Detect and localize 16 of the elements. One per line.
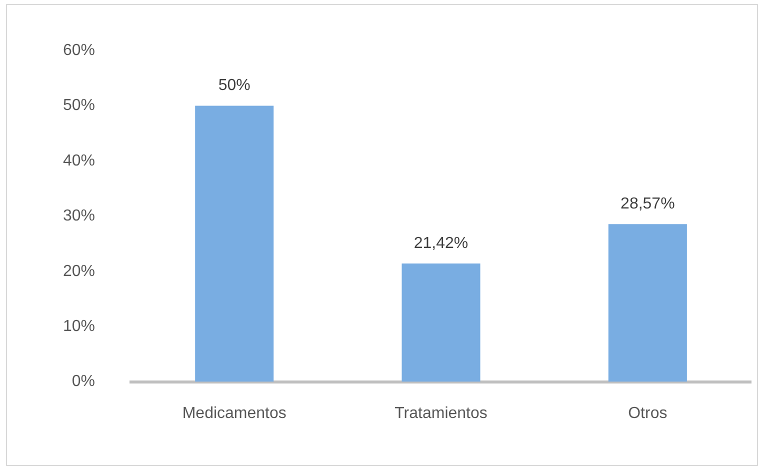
- y-tick-label: 20%: [62, 262, 96, 280]
- y-tick-label: 60%: [62, 42, 96, 60]
- data-label: 28,57%: [620, 196, 675, 212]
- bar: [402, 264, 480, 382]
- x-tick-label: Tratamientos: [394, 404, 488, 422]
- x-tick-label: Medicamentos: [182, 404, 286, 422]
- data-label: 21,42%: [414, 234, 468, 252]
- y-tick-label: 50%: [62, 97, 96, 114]
- y-tick-label: 40%: [62, 152, 96, 170]
- y-tick-label: 30%: [62, 208, 96, 225]
- x-tick-label: Otros: [628, 404, 668, 422]
- bar: [195, 106, 274, 382]
- y-tick-label: 0%: [72, 373, 96, 390]
- y-tick-label: 10%: [62, 318, 96, 336]
- bar: [608, 224, 687, 382]
- data-label: 50%: [218, 77, 250, 94]
